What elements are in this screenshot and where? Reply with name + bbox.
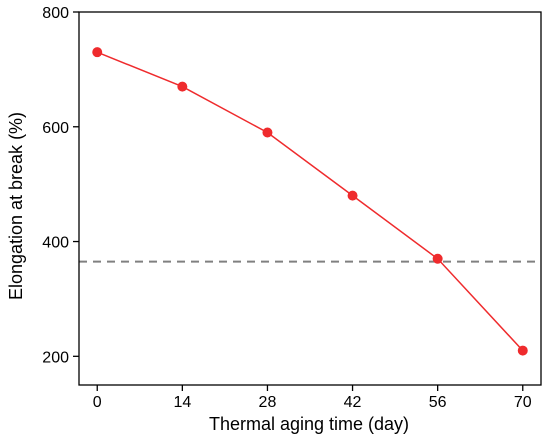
axes-layer: 0 14 28 42 56 70 200 400 600 800 <box>42 5 542 411</box>
x-tick-label: 14 <box>173 394 191 411</box>
y-tick-label: 200 <box>42 349 69 366</box>
data-point <box>92 47 103 58</box>
plot-frame <box>78 11 542 386</box>
y-axis-label: Elongation at break (%) <box>6 112 26 300</box>
data-point <box>347 190 358 201</box>
data-point <box>432 253 443 264</box>
y-tick-label: 800 <box>42 5 69 22</box>
data-point <box>177 81 188 92</box>
x-tick-label: 28 <box>259 394 277 411</box>
x-tick-label: 42 <box>344 394 362 411</box>
series-line <box>96 51 524 352</box>
series-layer <box>92 47 528 356</box>
data-point <box>262 127 273 138</box>
x-tick-label: 70 <box>514 394 532 411</box>
y-tick-label: 400 <box>42 235 69 252</box>
x-tick-label: 0 <box>93 394 102 411</box>
x-tick-label: 56 <box>429 394 447 411</box>
data-point <box>517 345 528 356</box>
x-axis-label: Thermal aging time (day) <box>209 414 409 434</box>
y-tick-label: 600 <box>42 120 69 137</box>
